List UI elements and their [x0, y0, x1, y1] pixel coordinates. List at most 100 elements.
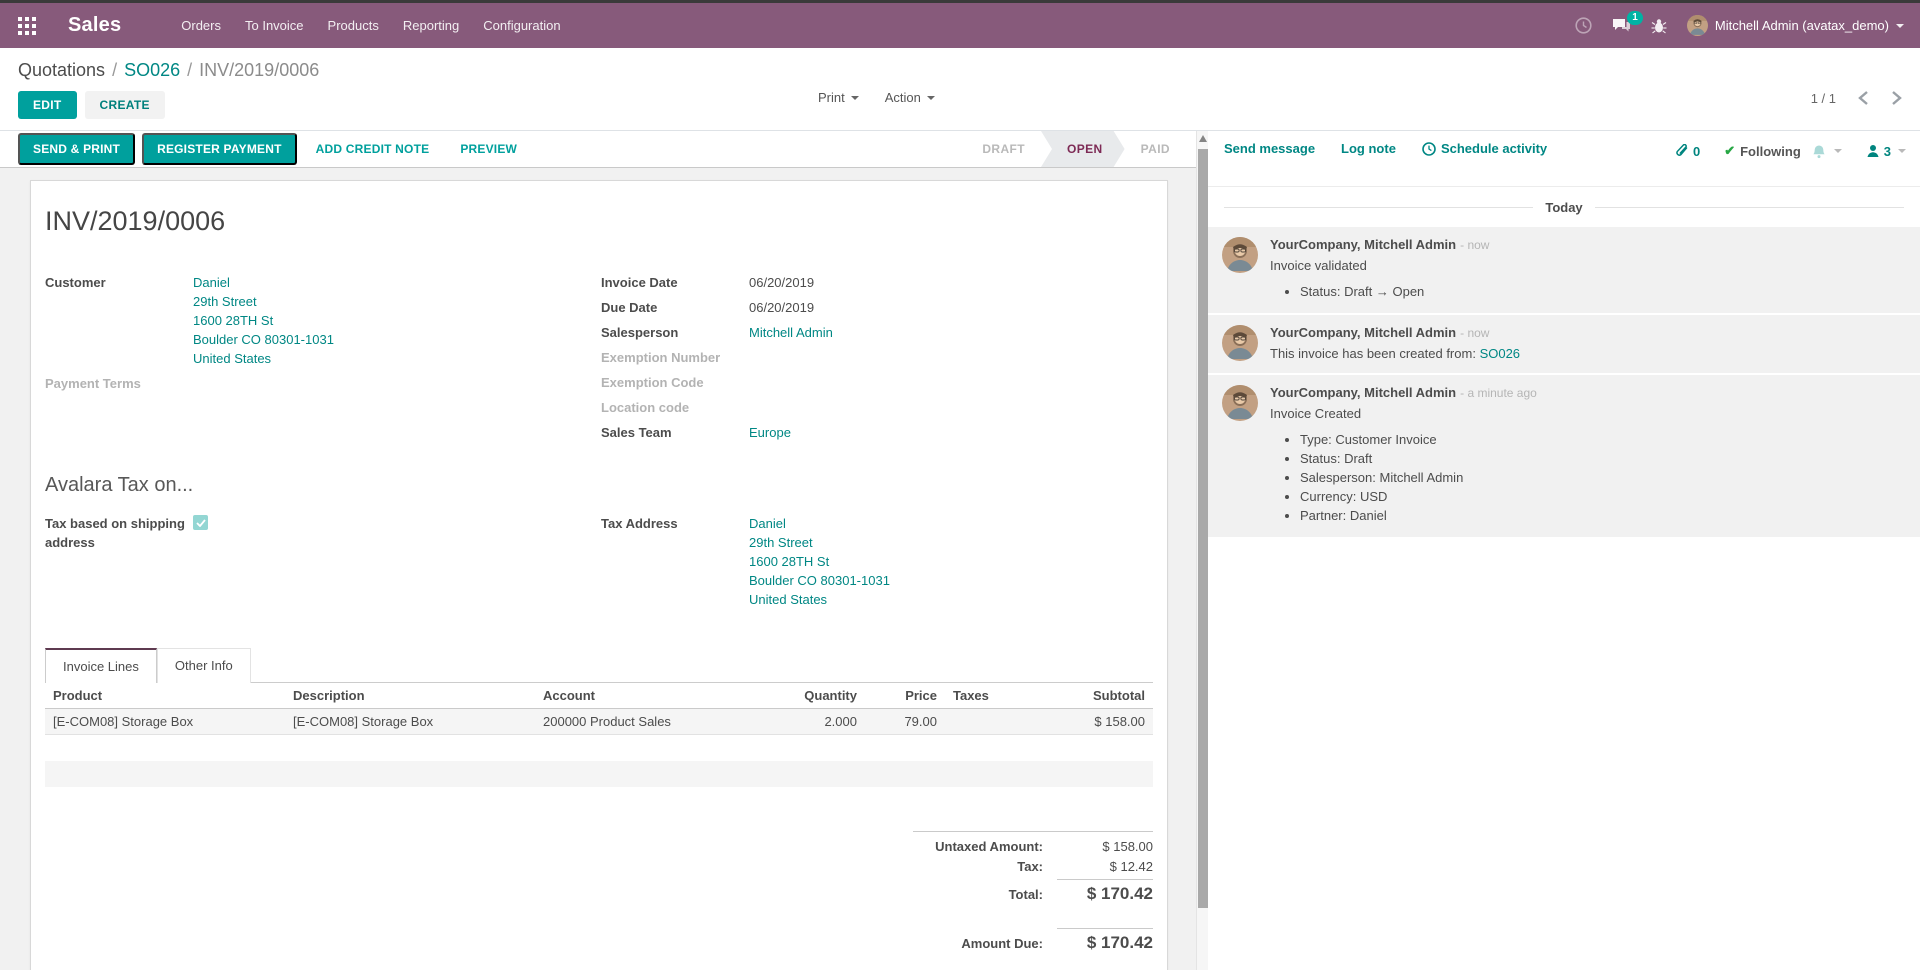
tax-address-line[interactable]: 29th Street: [749, 535, 813, 550]
log-note-button[interactable]: Log note: [1341, 141, 1396, 156]
field-value-salesperson[interactable]: Mitchell Admin: [749, 323, 833, 342]
app-name[interactable]: Sales: [68, 14, 122, 36]
field-value-sales-team[interactable]: Europe: [749, 423, 791, 442]
invoice-header-fields: Customer Daniel 29th Street 1600 28TH St Bo…: [45, 273, 1153, 448]
customer-address-line[interactable]: United States: [193, 351, 272, 366]
apps-menu-icon[interactable]: [18, 16, 38, 36]
invoice-line-row[interactable]: [E-COM08] Storage Box [E-COM08] Storage B…: [45, 708, 1153, 735]
customer-address-line[interactable]: Daniel: [193, 275, 230, 290]
column-description[interactable]: Description: [285, 683, 535, 709]
payment-terms-label: Payment Terms: [45, 376, 141, 391]
message-author[interactable]: YourCompany, Mitchell Admin: [1270, 325, 1457, 340]
breadcrumb-so026[interactable]: SO026: [124, 60, 181, 80]
cell-price: 79.00: [865, 708, 945, 735]
user-menu[interactable]: Mitchell Admin (avatax_demo): [1686, 15, 1904, 36]
debug-bug-icon[interactable]: [1651, 18, 1667, 34]
create-button[interactable]: CREATE: [84, 91, 165, 119]
amount-due-label: Amount Due:: [961, 935, 1043, 951]
message-content: YourCompany, Mitchell Admin - now Invoice …: [1270, 237, 1904, 301]
total-value: $ 170.42: [1057, 878, 1153, 904]
customer-address-line[interactable]: Boulder CO 80301-1031: [193, 332, 334, 347]
message-link-so026[interactable]: SO026: [1479, 346, 1521, 361]
edit-button[interactable]: EDIT: [18, 91, 77, 119]
notebook-tabs: Invoice Lines Other Info: [45, 648, 1153, 683]
pager-count: 1 / 1: [1810, 90, 1836, 106]
register-payment-button[interactable]: REGISTER PAYMENT: [142, 133, 297, 165]
column-price[interactable]: Price: [865, 683, 945, 709]
navbar-menu-reporting[interactable]: Reporting: [402, 18, 460, 33]
field-link-salesperson[interactable]: Mitchell Admin: [749, 325, 833, 340]
tax-address-line[interactable]: Daniel: [749, 516, 786, 531]
caret-down-icon: [1833, 149, 1842, 153]
cell-product: [E-COM08] Storage Box: [45, 708, 285, 735]
send-message-button[interactable]: Send message: [1224, 141, 1316, 156]
message-author[interactable]: YourCompany, Mitchell Admin: [1270, 385, 1457, 400]
column-account[interactable]: Account: [535, 683, 785, 709]
statusbar-states: DRAFT OPEN PAID: [966, 131, 1186, 167]
navbar-menu-products[interactable]: Products: [327, 18, 379, 33]
message-timestamp: - now: [1460, 238, 1490, 252]
preview-button[interactable]: PREVIEW: [460, 142, 518, 156]
status-open[interactable]: OPEN: [1041, 131, 1125, 167]
tab-other-info[interactable]: Other Info: [156, 648, 251, 683]
column-product[interactable]: Product: [45, 683, 285, 709]
cell-account: 200000 Product Sales: [535, 708, 785, 735]
tracking-item: Currency: USD: [1300, 487, 1904, 506]
field-value-invoice-date[interactable]: 06/20/2019: [749, 275, 815, 290]
message-body: This invoice has been created from: SO02…: [1270, 346, 1904, 361]
column-taxes[interactable]: Taxes: [945, 683, 1035, 709]
tax-address-line[interactable]: 1600 28TH St: [749, 554, 830, 569]
schedule-activity-button[interactable]: Schedule activity: [1422, 141, 1547, 156]
vertical-scrollbar[interactable]: [1196, 131, 1208, 970]
message-tracking-list: Type: Customer InvoiceStatus: DraftSales…: [1300, 430, 1904, 525]
message-header: YourCompany, Mitchell Admin - a minute ag…: [1270, 385, 1904, 400]
messages-icon[interactable]: 1: [1612, 10, 1643, 34]
status-paid[interactable]: PAID: [1140, 142, 1170, 156]
navbar-menu-configuration[interactable]: Configuration: [483, 18, 561, 33]
column-quantity[interactable]: Quantity: [785, 683, 865, 709]
print-dropdown[interactable]: Print: [818, 90, 859, 105]
scrollbar-thumb[interactable]: [1198, 149, 1208, 908]
send-print-button[interactable]: SEND & PRINT: [18, 133, 136, 165]
column-subtotal[interactable]: Subtotal: [1035, 683, 1153, 709]
tracking-item: Status: Draft → Open: [1300, 282, 1904, 301]
breadcrumb-quotations[interactable]: Quotations: [18, 60, 106, 80]
chatter-toolbar: Send message Log note Schedule activity …: [1208, 131, 1920, 187]
scrollbar-up-arrow-icon[interactable]: [1199, 135, 1207, 142]
pager-previous-icon[interactable]: [1858, 90, 1869, 106]
attachments-button[interactable]: 0: [1675, 143, 1700, 159]
pager-next-icon[interactable]: [1891, 90, 1902, 106]
customer-address-line[interactable]: 29th Street: [193, 294, 257, 309]
navbar-menu-orders[interactable]: Orders: [181, 18, 221, 33]
message-author-avatar: [1222, 325, 1258, 361]
followers-button[interactable]: 3: [1866, 144, 1906, 159]
panel-divider: [0, 130, 1920, 131]
following-button[interactable]: ✔ Following: [1724, 143, 1842, 159]
activities-clock-icon[interactable]: [1575, 17, 1592, 34]
total-label: Total:: [1008, 886, 1043, 902]
add-credit-note-button[interactable]: ADD CREDIT NOTE: [315, 142, 430, 156]
caret-down-icon: [850, 95, 859, 100]
cell-subtotal: $ 158.00: [1035, 708, 1153, 735]
tax-address-line[interactable]: Boulder CO 80301-1031: [749, 573, 890, 588]
tracking-item: Partner: Daniel: [1300, 506, 1904, 525]
customer-address-line[interactable]: 1600 28TH St: [193, 313, 274, 328]
statusbar-buttons: SEND & PRINT REGISTER PAYMENT ADD CREDIT N…: [0, 133, 529, 165]
tax-address-line[interactable]: United States: [749, 592, 828, 607]
field-invoice-date: Invoice Date 06/20/2019: [601, 273, 1153, 292]
tax-shipping-checkbox[interactable]: [193, 515, 208, 530]
action-dropdown[interactable]: Action: [885, 90, 935, 105]
message-author[interactable]: YourCompany, Mitchell Admin: [1270, 237, 1457, 252]
date-divider: Today: [1224, 200, 1905, 215]
status-draft[interactable]: DRAFT: [982, 142, 1025, 156]
tab-invoice-lines[interactable]: Invoice Lines: [45, 648, 157, 683]
empty-row: [45, 735, 1153, 761]
navbar-menu-to-invoice[interactable]: To Invoice: [245, 18, 304, 33]
field-value-due-date[interactable]: 06/20/2019: [749, 300, 815, 315]
field-link-sales-team[interactable]: Europe: [749, 425, 791, 440]
untaxed-amount-label: Untaxed Amount:: [935, 838, 1043, 854]
tax-address-label: Tax Address: [601, 516, 678, 531]
grid-icon: [18, 16, 36, 35]
breadcrumb-separator: /: [112, 60, 118, 80]
breadcrumb: Quotations / SO026 / INV/2019/0006: [0, 48, 1920, 81]
